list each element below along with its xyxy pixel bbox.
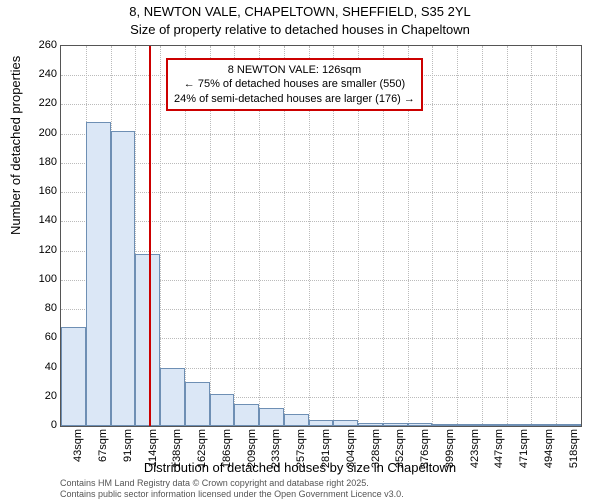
histogram-bar: [531, 424, 556, 426]
plot-area: 8 NEWTON VALE: 126sqm← 75% of detached h…: [60, 45, 582, 427]
histogram-bar: [210, 394, 235, 426]
y-tick-label: 160: [17, 185, 57, 197]
y-tick-label: 180: [17, 156, 57, 168]
x-tick-label: 209sqm: [246, 429, 258, 479]
gridline-v: [507, 46, 508, 426]
x-tick-label: 447sqm: [493, 429, 505, 479]
y-tick-label: 200: [17, 127, 57, 139]
y-tick-label: 60: [17, 331, 57, 343]
y-tick-label: 100: [17, 273, 57, 285]
histogram-bar: [383, 423, 408, 426]
histogram-bar: [61, 327, 86, 426]
gridline-h: [61, 134, 581, 135]
histogram-bar: [135, 254, 160, 426]
y-tick-label: 20: [17, 390, 57, 402]
annotation-line: ← 75% of detached houses are smaller (55…: [174, 77, 415, 91]
histogram-bar: [482, 424, 507, 426]
gridline-h: [61, 163, 581, 164]
x-tick-label: 43sqm: [72, 429, 84, 479]
x-tick-label: 352sqm: [394, 429, 406, 479]
x-tick-label: 471sqm: [518, 429, 530, 479]
gridline-v: [482, 46, 483, 426]
x-tick-label: 114sqm: [147, 429, 159, 479]
footer-attribution: Contains HM Land Registry data © Crown c…: [60, 478, 404, 500]
annotation-line: 24% of semi-detached houses are larger (…: [174, 92, 415, 106]
histogram-bar: [111, 131, 136, 426]
gridline-v: [531, 46, 532, 426]
x-tick-label: 328sqm: [370, 429, 382, 479]
reference-marker-line: [149, 46, 151, 426]
gridline-h: [61, 251, 581, 252]
x-tick-label: 281sqm: [320, 429, 332, 479]
x-tick-label: 518sqm: [568, 429, 580, 479]
x-tick-label: 162sqm: [196, 429, 208, 479]
gridline-h: [61, 221, 581, 222]
gridline-v: [556, 46, 557, 426]
histogram-bar: [185, 382, 210, 426]
x-tick-label: 91sqm: [122, 429, 134, 479]
footer-line-2: Contains public sector information licen…: [60, 489, 404, 500]
histogram-bar: [408, 423, 433, 426]
histogram-bar: [284, 414, 309, 426]
y-axis-label: Number of detached properties: [8, 56, 23, 235]
x-tick-label: 186sqm: [221, 429, 233, 479]
x-tick-label: 233sqm: [270, 429, 282, 479]
x-tick-label: 257sqm: [295, 429, 307, 479]
x-tick-label: 67sqm: [97, 429, 109, 479]
gridline-v: [432, 46, 433, 426]
histogram-bar: [259, 408, 284, 426]
histogram-bar: [507, 424, 532, 426]
annotation-box: 8 NEWTON VALE: 126sqm← 75% of detached h…: [166, 58, 423, 111]
histogram-bar: [234, 404, 259, 426]
y-tick-label: 0: [17, 419, 57, 431]
y-tick-label: 40: [17, 361, 57, 373]
y-tick-label: 120: [17, 244, 57, 256]
gridline-v: [457, 46, 458, 426]
y-tick-label: 260: [17, 39, 57, 51]
histogram-bar: [457, 424, 482, 426]
chart-container: 8, NEWTON VALE, CHAPELTOWN, SHEFFIELD, S…: [0, 0, 600, 500]
chart-title-sub: Size of property relative to detached ho…: [0, 22, 600, 37]
histogram-bar: [333, 420, 358, 426]
y-tick-label: 140: [17, 214, 57, 226]
annotation-line: 8 NEWTON VALE: 126sqm: [174, 63, 415, 77]
gridline-h: [61, 192, 581, 193]
y-tick-label: 220: [17, 97, 57, 109]
x-tick-label: 399sqm: [444, 429, 456, 479]
chart-title-main: 8, NEWTON VALE, CHAPELTOWN, SHEFFIELD, S…: [0, 4, 600, 19]
x-tick-label: 494sqm: [543, 429, 555, 479]
histogram-bar: [358, 423, 383, 426]
histogram-bar: [86, 122, 111, 426]
histogram-bar: [160, 368, 185, 426]
x-tick-label: 138sqm: [171, 429, 183, 479]
histogram-bar: [309, 420, 334, 426]
x-tick-label: 423sqm: [469, 429, 481, 479]
x-tick-label: 304sqm: [345, 429, 357, 479]
histogram-bar: [432, 424, 457, 426]
footer-line-1: Contains HM Land Registry data © Crown c…: [60, 478, 404, 489]
histogram-bar: [556, 424, 581, 426]
y-tick-label: 240: [17, 68, 57, 80]
y-tick-label: 80: [17, 302, 57, 314]
x-tick-label: 376sqm: [419, 429, 431, 479]
